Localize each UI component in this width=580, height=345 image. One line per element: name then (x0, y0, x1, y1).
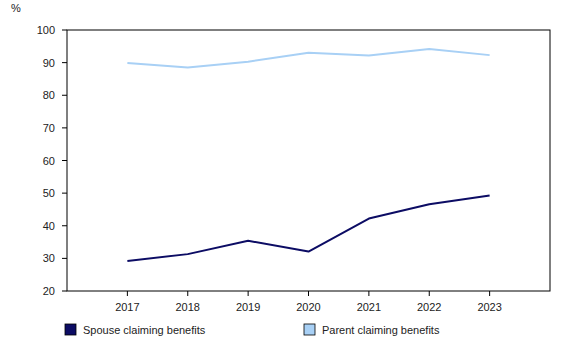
y-tick-label: 80 (43, 89, 55, 101)
legend-swatch (65, 324, 76, 335)
series-group (127, 49, 489, 261)
x-tick (127, 291, 128, 296)
x-tick-label: 2020 (296, 301, 320, 313)
y-tick (62, 193, 67, 194)
x-tick-label: 2023 (477, 301, 501, 313)
y-tick-label: 60 (43, 155, 55, 167)
x-tick (429, 291, 430, 296)
y-axis-label: % (11, 2, 21, 14)
legend-swatch (304, 324, 315, 335)
x-tick-label: 2019 (236, 301, 260, 313)
x-tick-label: 2017 (115, 301, 139, 313)
y-tick (62, 160, 67, 161)
y-tick-label: 100 (37, 24, 55, 36)
plot-frame (67, 30, 550, 291)
series-line (127, 195, 489, 261)
y-tick (62, 291, 67, 292)
x-tick (368, 291, 369, 296)
y-tick-label: 50 (43, 187, 55, 199)
x-tick-label: 2018 (176, 301, 200, 313)
x-tick (308, 291, 309, 296)
x-tick-label: 2021 (357, 301, 381, 313)
legend-label: Spouse claiming benefits (83, 324, 206, 336)
chart: 20 30 40 50 60 70 80 90 100% 2017 2018 2019 2020 2021… (0, 0, 580, 345)
y-tick (62, 225, 67, 226)
y-tick (62, 258, 67, 259)
x-tick (187, 291, 188, 296)
x-tick-label: 2022 (417, 301, 441, 313)
y-tick-label: 90 (43, 57, 55, 69)
y-tick (62, 127, 67, 128)
x-tick (489, 291, 490, 296)
y-tick-label: 20 (43, 285, 55, 297)
y-tick (62, 62, 67, 63)
y-tick (62, 30, 67, 31)
x-tick (248, 291, 249, 296)
y-tick-label: 30 (43, 252, 55, 264)
series-line (127, 49, 489, 68)
legend-label: Parent claiming benefits (322, 324, 440, 336)
y-tick-label: 70 (43, 122, 55, 134)
y-tick-label: 40 (43, 220, 55, 232)
y-tick (62, 95, 67, 96)
